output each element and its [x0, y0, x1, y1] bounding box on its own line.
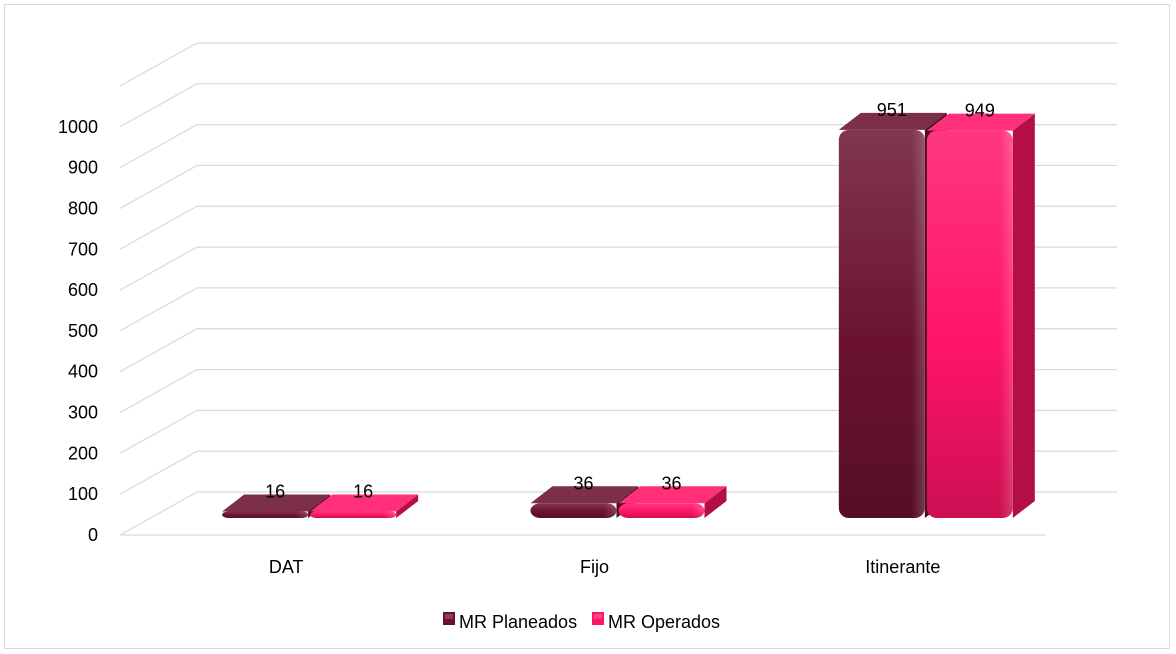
data-label: 949: [965, 101, 995, 121]
bar-highlight: [222, 511, 309, 518]
data-label: 36: [573, 473, 593, 493]
bar-highlight: [530, 503, 617, 518]
x-tick-label: Fijo: [580, 557, 609, 577]
bar: [926, 113, 1035, 519]
y-tick-label: 200: [68, 443, 98, 463]
bar-side: [704, 486, 727, 518]
legend-item: MR Operados: [592, 612, 720, 632]
bar: [310, 494, 419, 518]
gridline: [119, 42, 1117, 87]
bar-top: [222, 494, 331, 512]
bar-side: [1012, 113, 1035, 519]
bar-top: [310, 494, 419, 512]
legend: MR Planeados MR Operados: [443, 612, 720, 632]
y-tick-label: 800: [68, 198, 98, 218]
bar-highlight: [838, 129, 925, 518]
data-label: 16: [265, 481, 285, 501]
gridline: [119, 83, 1117, 128]
bar: [618, 486, 727, 518]
y-tick-label: 100: [68, 484, 98, 504]
y-tick-label: 300: [68, 403, 98, 423]
data-label: 951: [877, 100, 907, 120]
legend-swatch-shine: [594, 614, 602, 619]
y-axis-ticks: 0 100 200 300 400 500 600 700 800 900 1000: [58, 117, 98, 545]
legend-item: MR Planeados: [443, 612, 577, 632]
data-label: 36: [661, 473, 681, 493]
y-tick-label: 1000: [58, 117, 98, 137]
data-label: 16: [353, 481, 373, 501]
y-tick-label: 600: [68, 280, 98, 300]
bar-top: [618, 486, 727, 504]
legend-label: MR Operados: [608, 612, 720, 632]
x-axis-categories: DAT Fijo Itinerante: [269, 557, 941, 577]
bar: [838, 112, 947, 518]
bar-top: [926, 113, 1035, 131]
bar-highlight: [310, 511, 397, 518]
x-tick-label: Itinerante: [865, 557, 940, 577]
bars: [222, 112, 1035, 519]
bar: [530, 486, 639, 518]
y-tick-label: 0: [88, 525, 98, 545]
data-labels: 16 16 36 36 951 949: [265, 100, 995, 502]
bar-top: [530, 486, 639, 504]
x-tick-label: DAT: [269, 557, 304, 577]
bar-highlight: [618, 503, 705, 518]
bar-top: [838, 112, 947, 130]
legend-swatch-shine: [445, 614, 453, 619]
y-tick-label: 900: [68, 158, 98, 178]
y-tick-label: 400: [68, 362, 98, 382]
bar-side: [396, 494, 419, 518]
legend-label: MR Planeados: [459, 612, 577, 632]
y-tick-label: 500: [68, 321, 98, 341]
bar-highlight: [926, 130, 1013, 519]
y-tick-label: 700: [68, 239, 98, 259]
